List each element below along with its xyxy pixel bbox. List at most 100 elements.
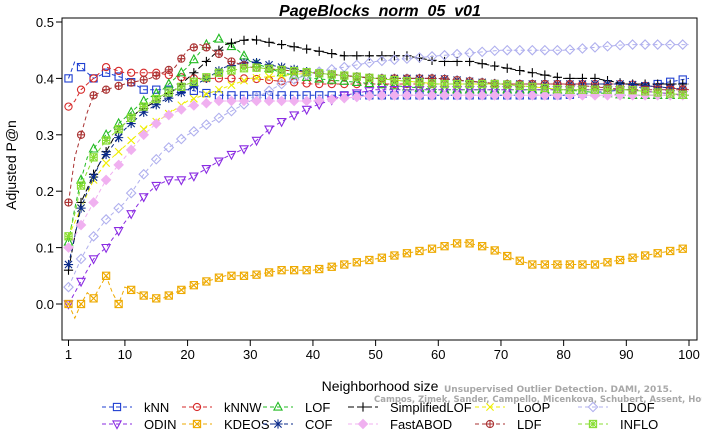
series-line: [68, 44, 689, 203]
data-point: [164, 65, 173, 75]
data-point: [338, 92, 350, 104]
data-point: [276, 78, 287, 90]
data-point: [313, 95, 325, 106]
data-point: [238, 95, 250, 107]
data-point: [214, 85, 223, 94]
watermark-line-1: Unsupervised Outlier Detection. DAMI, 20…: [444, 385, 672, 395]
data-point: [402, 77, 412, 86]
data-point: [125, 144, 137, 156]
data-point: [201, 97, 212, 109]
data-point: [338, 61, 350, 73]
data-point: [327, 48, 337, 59]
data-point: [188, 126, 200, 137]
y-tick-label: 0.3: [36, 128, 54, 143]
data-point: [376, 90, 388, 101]
data-point: [452, 79, 462, 89]
data-point: [602, 40, 613, 52]
data-point: [101, 68, 111, 77]
data-point: [628, 253, 637, 262]
data-point: [152, 71, 161, 80]
data-point: [351, 76, 362, 86]
data-point: [264, 125, 275, 135]
data-point: [327, 70, 336, 79]
data-point: [490, 61, 500, 71]
data-point: [326, 93, 338, 105]
data-point: [177, 82, 186, 92]
data-point: [76, 130, 86, 139]
data-point: [528, 260, 537, 269]
legend-label: kNN: [144, 400, 169, 415]
data-point: [553, 260, 562, 269]
x-tick-label: 60: [431, 347, 445, 362]
y-axis-label: Adjusted P@n: [3, 120, 19, 210]
watermark-line-2: Campos, Zimek, Sander, Campello, Micenko…: [374, 395, 702, 405]
data-point: [226, 38, 237, 48]
data-point: [365, 255, 374, 265]
data-point: [389, 90, 400, 101]
data-point: [202, 73, 211, 82]
data-point: [289, 42, 299, 52]
legend-label: LDF: [517, 417, 542, 432]
data-point: [226, 95, 237, 107]
data-point: [427, 244, 437, 253]
y-tick-label: 0.4: [36, 71, 54, 86]
data-point: [88, 230, 99, 242]
data-point: [666, 246, 675, 256]
data-point: [101, 62, 111, 72]
y-tick-label: 0.5: [36, 15, 54, 30]
data-point: [175, 133, 187, 145]
data-point: [578, 260, 587, 269]
data-point: [201, 56, 211, 67]
data-point: [263, 85, 275, 97]
data-point: [163, 176, 174, 186]
plot-area: 0.0 0.1 0.2 0.3 0.4 0.5 1 10 20 30 40 50 60 70 80 90 100: [36, 15, 700, 362]
data-point: [151, 181, 162, 192]
data-point: [465, 56, 475, 67]
data-point: [176, 87, 186, 98]
legend-label: LOF: [305, 400, 330, 415]
data-point: [664, 39, 676, 50]
data-point: [627, 39, 638, 50]
legend-label: COF: [305, 417, 333, 432]
data-point: [401, 53, 413, 65]
data-point: [64, 102, 73, 111]
data-point: [389, 54, 400, 66]
data-point: [476, 46, 488, 58]
data-point: [114, 147, 123, 156]
data-point: [239, 35, 249, 45]
data-point: [227, 81, 236, 90]
data-point: [265, 72, 274, 81]
data-point: [478, 242, 487, 251]
data-point: [327, 262, 336, 271]
data-point: [277, 77, 286, 86]
data-point: [252, 73, 261, 82]
data-point: [164, 88, 173, 97]
data-point: [226, 61, 237, 71]
data-point: [139, 75, 148, 84]
data-point: [390, 251, 399, 260]
data-point: [414, 52, 425, 63]
data-point: [276, 117, 287, 128]
data-point: [252, 270, 261, 279]
data-point: [301, 95, 312, 107]
data-point: [515, 256, 524, 265]
data-point: [139, 107, 149, 117]
data-point: [188, 100, 200, 111]
data-point: [501, 90, 513, 101]
legend-item-inflo: INFLO: [578, 417, 658, 432]
data-point: [315, 79, 324, 89]
data-point: [125, 187, 137, 199]
data-point: [139, 85, 148, 94]
data-point: [615, 79, 625, 89]
data-point: [452, 239, 462, 248]
data-point: [127, 68, 136, 77]
data-point: [352, 72, 361, 81]
data-point: [451, 90, 463, 101]
data-point: [251, 95, 262, 107]
data-point: [139, 125, 148, 134]
data-point: [615, 85, 625, 94]
legend-item-ldof: LDOF: [578, 400, 655, 415]
data-point: [377, 74, 387, 84]
x-tick-label: 20: [180, 347, 194, 362]
